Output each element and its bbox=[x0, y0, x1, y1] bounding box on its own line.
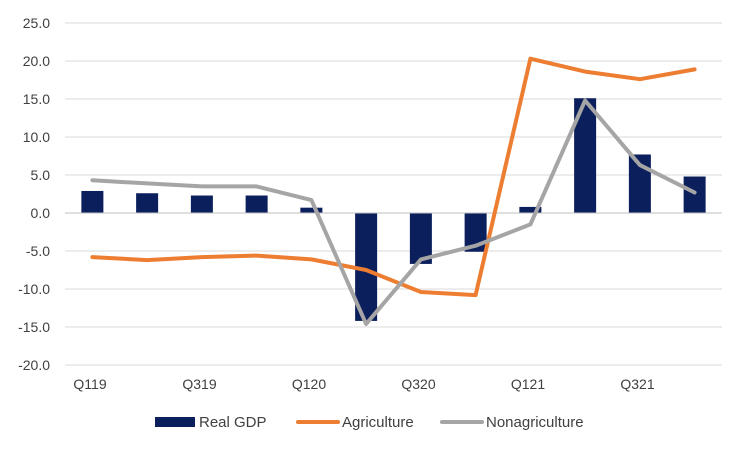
y-tick-label: -15.0 bbox=[18, 319, 50, 335]
y-tick-label: -10.0 bbox=[18, 281, 50, 297]
bar-real-gdp bbox=[355, 213, 378, 321]
bar-real-gdp bbox=[81, 190, 104, 213]
y-tick-label: 15.0 bbox=[23, 91, 50, 107]
legend-label: Nonagriculture bbox=[486, 414, 584, 431]
bar-real-gdp bbox=[136, 193, 159, 213]
line-agriculture bbox=[90, 56, 697, 298]
x-tick-label: Q319 bbox=[182, 376, 216, 392]
legend-label: Real GDP bbox=[199, 414, 267, 431]
bar-real-gdp bbox=[245, 195, 268, 213]
y-tick-label: 5.0 bbox=[31, 167, 51, 183]
line-series bbox=[90, 56, 697, 326]
y-tick-label: -20.0 bbox=[18, 357, 50, 373]
legend-label: Agriculture bbox=[342, 414, 414, 431]
x-tick-label: Q119 bbox=[73, 376, 106, 392]
line-nonagriculture bbox=[90, 98, 697, 326]
bar-real-gdp bbox=[683, 176, 706, 213]
legend-swatch-bar bbox=[155, 417, 195, 427]
bar-series-real-gdp bbox=[81, 98, 706, 321]
bar-real-gdp bbox=[190, 195, 213, 213]
x-tick-label: Q321 bbox=[620, 376, 654, 392]
x-axis-tick-labels: Q119 Q319 Q120 Q320 Q121 Q321 bbox=[73, 376, 654, 392]
bar-real-gdp bbox=[300, 207, 323, 213]
y-axis-tick-labels: -20.0 -15.0 -10.0 -5.0 0.0 5.0 10.0 15.0 20.0 25.… bbox=[18, 15, 50, 373]
x-tick-label: Q120 bbox=[292, 376, 326, 392]
legend: Real GDP Agriculture Nonagriculture bbox=[155, 414, 584, 431]
y-tick-label: 25.0 bbox=[23, 15, 50, 31]
y-tick-label: 10.0 bbox=[23, 129, 50, 145]
y-tick-label: -5.0 bbox=[26, 243, 50, 259]
bar-real-gdp bbox=[519, 206, 542, 213]
bar-real-gdp bbox=[574, 98, 597, 213]
bar-real-gdp bbox=[409, 213, 432, 264]
x-tick-label: Q320 bbox=[401, 376, 435, 392]
y-tick-label: 20.0 bbox=[23, 53, 50, 69]
y-tick-label: 0.0 bbox=[31, 205, 51, 221]
x-tick-label: Q121 bbox=[511, 376, 545, 392]
gridlines bbox=[65, 22, 722, 366]
